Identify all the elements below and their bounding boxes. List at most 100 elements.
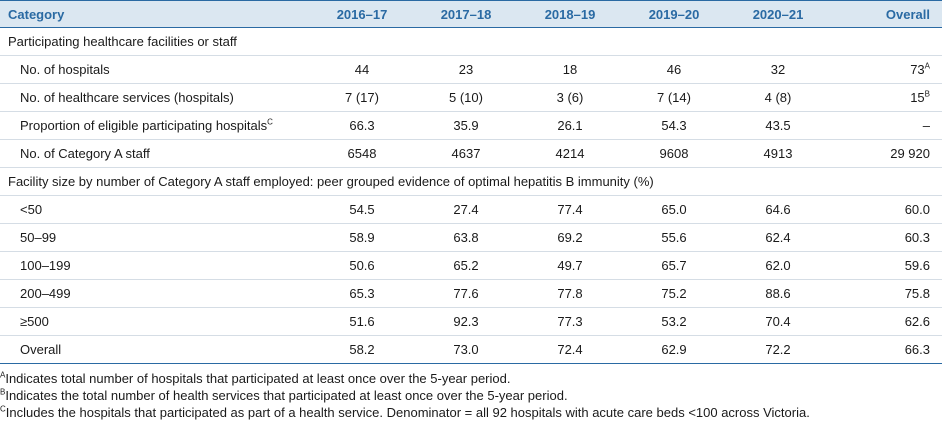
table-header: Category 2016–17 2017–18 2018–19 2019–20… [0, 0, 942, 28]
row-label-text: 200–499 [20, 286, 71, 301]
footnote-marker: C [0, 404, 6, 414]
section-title: Participating healthcare facilities or s… [0, 27, 942, 56]
row-label: No. of Category A staff [0, 139, 310, 168]
header-2019-20: 2019–20 [622, 0, 726, 28]
table-cell: 5 (10) [414, 83, 518, 112]
header-row: Category 2016–17 2017–18 2018–19 2019–20… [0, 0, 942, 28]
row-label-text: No. of hospitals [20, 62, 110, 77]
table-cell: 49.7 [518, 251, 622, 280]
overall-cell: 59.6 [830, 251, 942, 280]
header-2020-21: 2020–21 [726, 0, 830, 28]
footnote: AIndicates total number of hospitals tha… [0, 370, 942, 387]
table-cell: 53.2 [622, 307, 726, 336]
footnote-text: Includes the hospitals that participated… [5, 405, 810, 420]
header-2018-19: 2018–19 [518, 0, 622, 28]
overall-cell: – [830, 111, 942, 140]
table-cell: 65.0 [622, 195, 726, 224]
header-2016-17: 2016–17 [310, 0, 414, 28]
section-title: Facility size by number of Category A st… [0, 167, 942, 196]
table-cell: 4214 [518, 139, 622, 168]
row-label-text: Proportion of eligible participating hos… [20, 118, 268, 133]
overall-value: 60.3 [904, 230, 930, 245]
row-label: Proportion of eligible participating hos… [0, 111, 310, 140]
row-label: 100–199 [0, 251, 310, 280]
table-cell: 44 [310, 55, 414, 84]
table-cell: 27.4 [414, 195, 518, 224]
table-row: 100–199 50.6 65.2 49.7 65.7 62.0 59.6 [0, 251, 942, 280]
footnotes: AIndicates total number of hospitals tha… [0, 364, 942, 421]
table-cell: 77.4 [518, 195, 622, 224]
table-cell: 77.3 [518, 307, 622, 336]
table-cell: 65.2 [414, 251, 518, 280]
overall-value: 66.3 [904, 342, 930, 357]
row-label-text: No. of healthcare services (hospitals) [20, 90, 234, 105]
row-label-text: 100–199 [20, 258, 71, 273]
row-label: Overall [0, 335, 310, 364]
footnote-marker: A [924, 61, 930, 71]
table-cell: 3 (6) [518, 83, 622, 112]
table-row: <50 54.5 27.4 77.4 65.0 64.6 60.0 [0, 195, 942, 224]
row-label: 50–99 [0, 223, 310, 252]
overall-cell: 60.0 [830, 195, 942, 224]
table-cell: 75.2 [622, 279, 726, 308]
table-cell: 35.9 [414, 111, 518, 140]
footnote-marker: B [924, 89, 930, 99]
header-category: Category [0, 0, 310, 28]
overall-cell: 66.3 [830, 335, 942, 364]
overall-value: 62.6 [904, 314, 930, 329]
table-cell: 50.6 [310, 251, 414, 280]
table-cell: 66.3 [310, 111, 414, 140]
overall-value: 59.6 [904, 258, 930, 273]
overall-cell: 62.6 [830, 307, 942, 336]
overall-value: 60.0 [904, 202, 930, 217]
table-cell: 65.3 [310, 279, 414, 308]
table-row: 200–499 65.3 77.6 77.8 75.2 88.6 75.8 [0, 279, 942, 308]
row-label-text: No. of Category A staff [20, 146, 150, 161]
table-cell: 73.0 [414, 335, 518, 364]
footnote-marker: B [0, 387, 6, 397]
row-label: ≥500 [0, 307, 310, 336]
table-row: No. of hospitals 44 23 18 46 32 73A [0, 55, 942, 84]
table-row: 50–99 58.9 63.8 69.2 55.6 62.4 60.3 [0, 223, 942, 252]
table-cell: 54.5 [310, 195, 414, 224]
overall-cell: 15B [830, 83, 942, 112]
table-row: No. of Category A staff 6548 4637 4214 9608 4… [0, 139, 942, 168]
table-cell: 9608 [622, 139, 726, 168]
table-cell: 54.3 [622, 111, 726, 140]
table-cell: 46 [622, 55, 726, 84]
footnote-marker: C [267, 117, 273, 127]
table-cell: 7 (14) [622, 83, 726, 112]
row-label: No. of healthcare services (hospitals) [0, 83, 310, 112]
table-row: Overall 58.2 73.0 72.4 62.9 72.2 66.3 [0, 335, 942, 364]
table-cell: 88.6 [726, 279, 830, 308]
row-label-text: ≥500 [20, 314, 49, 329]
footnote: CIncludes the hospitals that participate… [0, 404, 942, 421]
table-cell: 72.4 [518, 335, 622, 364]
table-cell: 43.5 [726, 111, 830, 140]
row-label-text: 50–99 [20, 230, 57, 245]
table-cell: 23 [414, 55, 518, 84]
overall-value: 15 [910, 90, 925, 105]
table-cell: 69.2 [518, 223, 622, 252]
table-cell: 64.6 [726, 195, 830, 224]
overall-cell: 29 920 [830, 139, 942, 168]
table-cell: 62.9 [622, 335, 726, 364]
table-cell: 26.1 [518, 111, 622, 140]
footnote-marker: A [0, 370, 6, 380]
table-cell: 51.6 [310, 307, 414, 336]
table-cell: 18 [518, 55, 622, 84]
row-label-text: <50 [20, 202, 43, 217]
table-cell: 4 (8) [726, 83, 830, 112]
table-cell: 63.8 [414, 223, 518, 252]
overall-cell: 75.8 [830, 279, 942, 308]
table-cell: 58.9 [310, 223, 414, 252]
row-label: 200–499 [0, 279, 310, 308]
overall-cell: 60.3 [830, 223, 942, 252]
row-label: <50 [0, 195, 310, 224]
table-cell: 77.8 [518, 279, 622, 308]
table-cell: 6548 [310, 139, 414, 168]
row-label-text: Overall [20, 342, 62, 357]
row-label: No. of hospitals [0, 55, 310, 84]
header-2017-18: 2017–18 [414, 0, 518, 28]
